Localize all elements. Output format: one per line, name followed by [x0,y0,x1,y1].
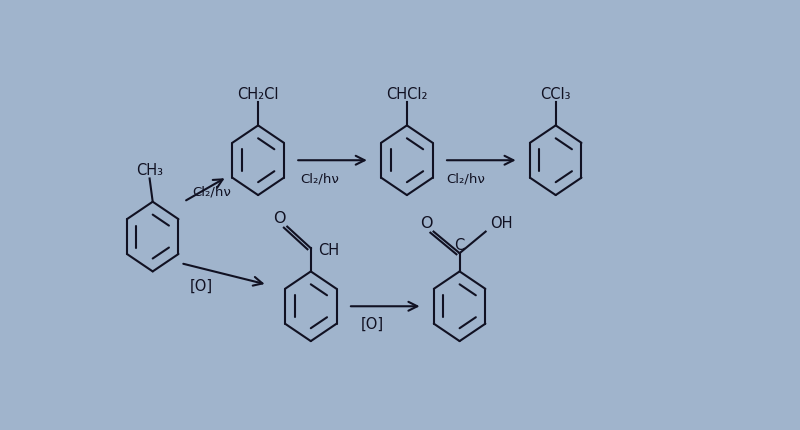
Text: O: O [420,215,432,230]
Text: OH: OH [490,215,513,230]
Text: O: O [274,210,286,225]
Text: CCl₃: CCl₃ [541,86,571,101]
Text: Cl₂/hν: Cl₂/hν [301,172,339,185]
Text: Cl₂/hν: Cl₂/hν [192,185,230,198]
Text: C: C [454,237,465,252]
Text: [O]: [O] [362,316,384,332]
Text: Cl₂/hν: Cl₂/hν [446,172,486,185]
Text: [O]: [O] [190,278,213,293]
Text: CH₃: CH₃ [136,163,163,178]
Text: CHCl₂: CHCl₂ [386,86,428,101]
Text: CH₂Cl: CH₂Cl [238,86,279,101]
Text: CH: CH [318,243,339,258]
